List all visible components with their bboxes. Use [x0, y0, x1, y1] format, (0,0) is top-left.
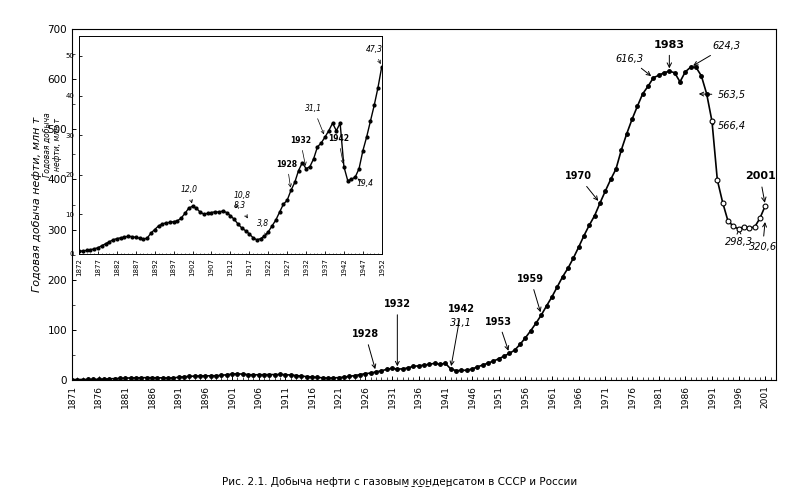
Text: 566,4: 566,4	[710, 121, 746, 131]
Text: 1942: 1942	[448, 304, 475, 365]
Y-axis label: Годовая добыча нефти, млн т: Годовая добыча нефти, млн т	[32, 117, 42, 292]
Text: 1928: 1928	[352, 329, 379, 368]
Text: Годы принятия: Годы принятия	[445, 485, 534, 487]
Text: 616,3: 616,3	[615, 54, 650, 75]
Text: 298,3: 298,3	[726, 230, 754, 246]
Text: 320,6: 320,6	[749, 223, 777, 252]
Text: 31,1: 31,1	[450, 318, 472, 328]
Legend: СССР, Россия: СССР, Россия	[162, 484, 352, 487]
Text: 1932: 1932	[403, 485, 433, 487]
Text: 563,5: 563,5	[700, 90, 746, 100]
Text: 1970: 1970	[565, 171, 598, 200]
Text: 1983: 1983	[654, 40, 685, 67]
Text: Рис. 2.1. Добыча нефти с газовым конденсатом в СССР и России: Рис. 2.1. Добыча нефти с газовым конденс…	[222, 477, 578, 487]
Text: 1932: 1932	[384, 299, 411, 365]
Text: 624,3: 624,3	[694, 41, 740, 65]
Text: 1953: 1953	[485, 317, 512, 350]
Text: 2001: 2001	[745, 171, 775, 202]
Text: 1959: 1959	[517, 274, 544, 311]
